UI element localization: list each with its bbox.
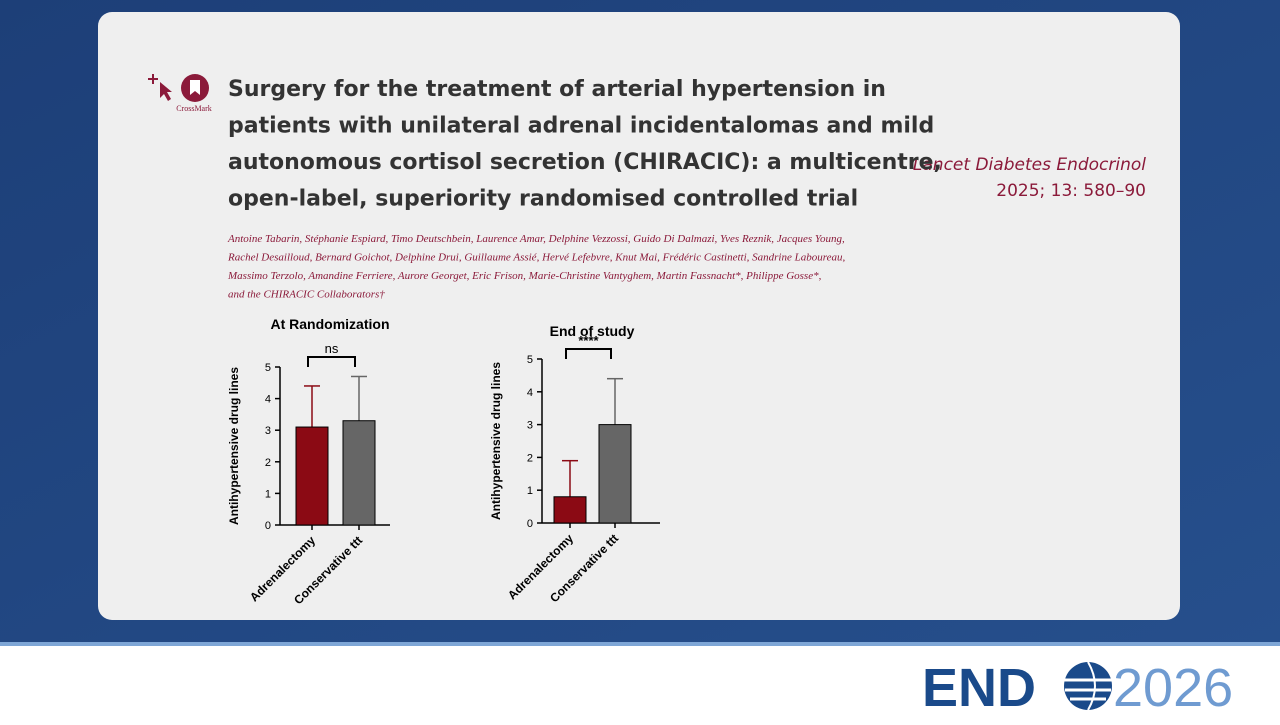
author-line: Rachel Desailloud, Bernard Goichot, Delp… — [227, 252, 845, 264]
y-tick-label: 4 — [265, 394, 271, 406]
card — [98, 12, 1180, 620]
y-tick-label: 4 — [527, 387, 533, 399]
bar — [342, 420, 376, 526]
title-line: Surgery for the treatment of arterial hy… — [228, 77, 886, 102]
bar — [295, 426, 329, 526]
y-tick-label: 3 — [527, 420, 533, 432]
logo-right: 2026 — [1113, 658, 1233, 718]
y-tick-label: 5 — [265, 362, 271, 374]
y-tick-label: 3 — [265, 425, 271, 437]
y-tick-label: 0 — [527, 518, 533, 530]
chart-title: At Randomization — [271, 316, 390, 332]
title-line: patients with unilateral adrenal inciden… — [228, 114, 934, 139]
logo-globe — [1064, 661, 1112, 711]
divider — [0, 642, 1280, 646]
y-tick-label: 2 — [265, 457, 271, 469]
journal: Lancet Diabetes Endocrinol — [913, 155, 1146, 175]
author-line: and the CHIRACIC Collaborators† — [228, 289, 385, 301]
bar — [598, 424, 632, 524]
significance-bracket — [565, 348, 612, 359]
significance-label: ns — [325, 341, 339, 356]
bar — [553, 496, 587, 524]
crossmark-label: CrossMark — [176, 104, 212, 113]
citation: 2025; 13: 580–90 — [996, 181, 1146, 201]
crossmark-icon — [148, 74, 209, 102]
significance-bracket — [307, 356, 356, 367]
y-tick-label: 1 — [265, 488, 271, 500]
author-line: Massimo Terzolo, Amandine Ferriere, Auro… — [227, 270, 822, 282]
title-line: open-label, superiority randomised contr… — [228, 187, 858, 212]
y-tick-label: 0 — [265, 520, 271, 532]
y-tick-label: 1 — [527, 485, 533, 497]
y-axis-label: Antihypertensive drug lines — [489, 362, 503, 520]
y-tick-label: 5 — [527, 354, 533, 366]
y-axis-label: Antihypertensive drug lines — [227, 367, 241, 525]
author-line: Antoine Tabarin, Stéphanie Espiard, Timo… — [227, 233, 845, 245]
title-line: autonomous cortisol secretion (CHIRACIC)… — [228, 150, 942, 175]
chart-title: End of study — [550, 323, 635, 339]
significance-label: **** — [578, 333, 599, 348]
y-tick-label: 2 — [527, 452, 533, 464]
logo-left: END — [922, 658, 1036, 718]
